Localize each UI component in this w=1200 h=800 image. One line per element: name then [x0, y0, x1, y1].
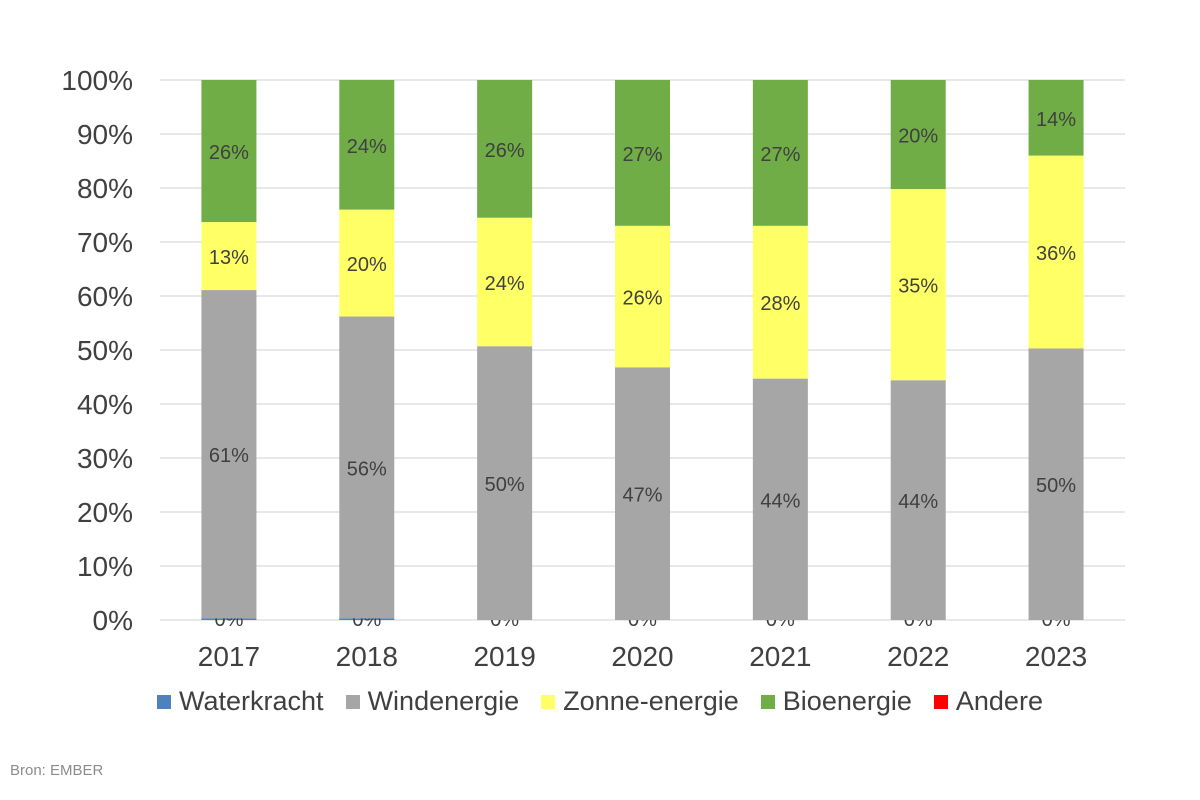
y-tick-label: 0% — [93, 605, 133, 636]
legend-item-windenergie: Windenergie — [345, 686, 520, 717]
legend-label: Zonne-energie — [563, 686, 739, 716]
bar-segment-zonne-energie — [1028, 155, 1084, 349]
data-label: 26% — [209, 142, 249, 164]
data-label: 27% — [760, 144, 800, 166]
legend-swatch — [345, 694, 360, 709]
bar-segment-waterkracht — [339, 618, 395, 620]
bar-segment-bioenergie — [890, 80, 946, 190]
y-tick-label: 40% — [77, 389, 133, 420]
y-tick-label: 50% — [77, 335, 133, 366]
bar-segment-windenergie — [752, 378, 808, 620]
bar-segment-windenergie — [890, 380, 946, 620]
bar-segment-zonne-energie — [339, 209, 395, 317]
x-tick-label: 2020 — [611, 641, 673, 672]
bar-segment-zonne-energie — [752, 225, 808, 379]
bar-segment-bioenergie — [201, 80, 257, 223]
data-label: 24% — [347, 136, 387, 158]
legend-item-zonne-energie: Zonne-energie — [541, 686, 739, 717]
bar-segment-windenergie — [477, 346, 533, 620]
legend-label: Andere — [955, 686, 1043, 716]
legend-swatch — [933, 694, 948, 709]
legend-swatch — [541, 694, 556, 709]
x-tick-label: 2017 — [198, 641, 260, 672]
legend-item-andere: Andere — [933, 686, 1043, 717]
source-note: Bron: EMBER — [10, 762, 104, 779]
bar-segment-windenergie — [201, 290, 257, 619]
x-tick-label: 2018 — [336, 641, 398, 672]
y-tick-label: 20% — [77, 497, 133, 528]
y-tick-label: 10% — [77, 551, 133, 582]
data-label: 50% — [485, 474, 525, 496]
data-label: 47% — [622, 485, 662, 507]
bar-segment-bioenergie — [1028, 80, 1084, 156]
y-tick-label: 30% — [77, 443, 133, 474]
legend: Waterkracht Windenergie Zonne-energie Bi… — [0, 686, 1200, 717]
data-label: 35% — [898, 276, 938, 298]
bar-segment-windenergie — [1028, 348, 1084, 620]
bar-segment-bioenergie — [477, 80, 533, 218]
data-label: 44% — [898, 491, 938, 513]
bar-segment-zonne-energie — [477, 217, 533, 347]
data-label: 56% — [347, 458, 387, 480]
legend-swatch — [760, 694, 775, 709]
legend-item-bioenergie: Bioenergie — [760, 686, 912, 717]
data-label: 20% — [347, 254, 387, 276]
bar-segment-bioenergie — [615, 80, 670, 226]
data-label: 26% — [485, 140, 525, 162]
x-tick-label: 2022 — [887, 641, 949, 672]
bar-segment-zonne-energie — [201, 222, 257, 291]
data-label: 36% — [1036, 243, 1076, 265]
data-label: 20% — [898, 126, 938, 148]
x-tick-label: 2023 — [1025, 641, 1087, 672]
y-tick-label: 80% — [77, 173, 133, 204]
y-tick-label: 60% — [77, 281, 133, 312]
data-label: 14% — [1036, 109, 1076, 131]
bar-segment-waterkracht — [201, 618, 257, 620]
bar-segment-zonne-energie — [890, 189, 946, 381]
bar-segment-windenergie — [615, 367, 670, 620]
legend-label: Windenergie — [367, 686, 520, 716]
y-tick-label: 100% — [61, 65, 133, 96]
legend-swatch — [157, 694, 172, 709]
bar-segment-bioenergie — [339, 80, 395, 210]
data-label: 50% — [1036, 475, 1076, 497]
data-label: 44% — [760, 490, 800, 512]
bar-segment-zonne-energie — [615, 225, 670, 368]
x-tick-label: 2021 — [749, 641, 811, 672]
data-label: 27% — [622, 144, 662, 166]
legend-label: Bioenergie — [782, 686, 912, 716]
y-tick-label: 90% — [77, 119, 133, 150]
bar-segment-bioenergie — [752, 80, 808, 226]
data-label: 28% — [760, 293, 800, 315]
data-label: 13% — [209, 247, 249, 269]
bar-segment-windenergie — [339, 316, 395, 619]
data-label: 61% — [209, 445, 249, 467]
legend-item-waterkracht: Waterkracht — [157, 686, 324, 717]
legend-label: Waterkracht — [179, 686, 324, 716]
data-label: 24% — [485, 273, 525, 295]
y-tick-label: 70% — [77, 227, 133, 258]
x-tick-label: 2019 — [473, 641, 535, 672]
data-label: 26% — [622, 288, 662, 310]
